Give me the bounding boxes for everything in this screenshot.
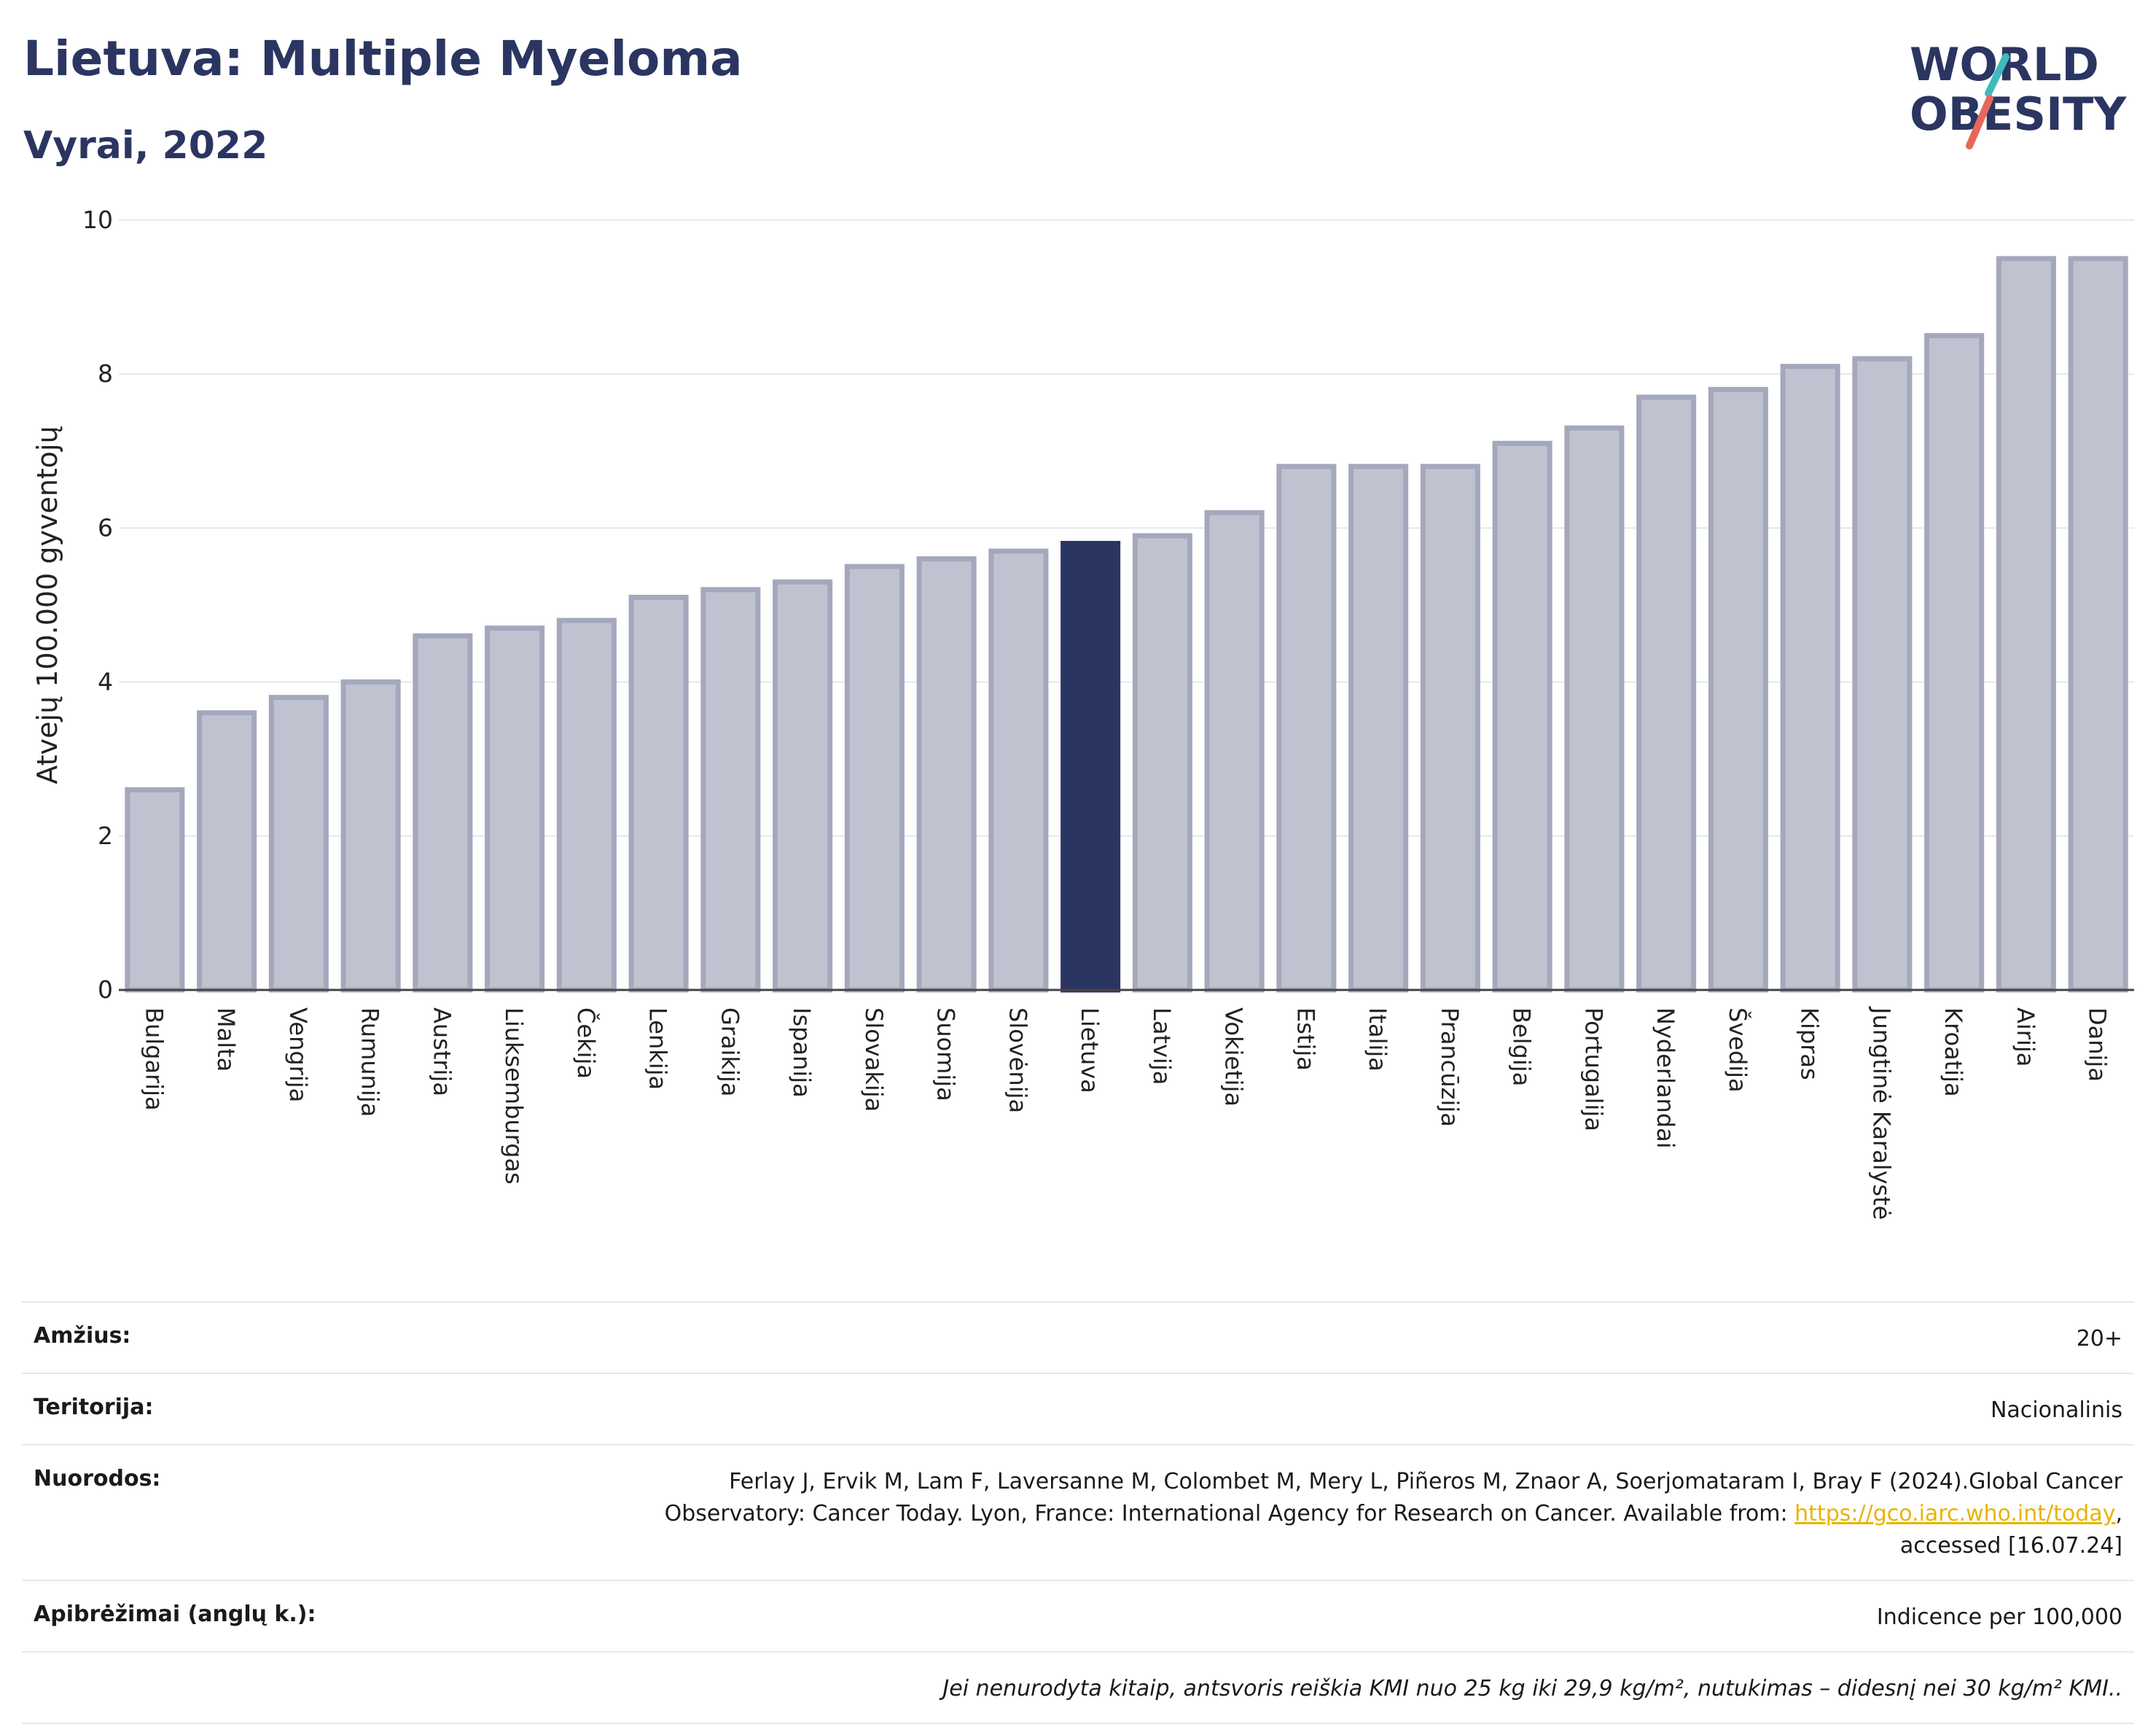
note-text: Jei nenurodyta kitaip, antsvoris reiškia… xyxy=(942,1676,2122,1701)
bar-vengrija xyxy=(268,695,329,993)
bar-liuksemburgas xyxy=(485,625,545,993)
bar-austrija xyxy=(413,633,473,993)
references-line-2-end: , xyxy=(2115,1501,2122,1526)
x-tick-label: Rumunija xyxy=(356,1007,384,1117)
x-tick-label: Slovakija xyxy=(860,1007,888,1112)
x-tick-label: Nyderlandai xyxy=(1652,1007,1679,1149)
info-table: Amžius: 20+ Teritorija: Nacionalinis Nuo… xyxy=(22,1301,2134,1724)
bar-chart: 0 2 4 6 8 10 Bulgarija Malta Vengrija Rumunija Au… xyxy=(31,206,2134,1220)
bar-danija xyxy=(2068,256,2128,993)
x-tick-label: Švedija xyxy=(1724,1007,1752,1093)
references-line-3: accessed [16.07.24] xyxy=(1899,1533,2122,1559)
info-row-definitions: Apibrėžimai (anglų k.): Indicence per 10… xyxy=(22,1580,2134,1651)
logo-slash-coral xyxy=(1966,95,1993,149)
bar-jungtinė-karalystė xyxy=(1852,356,1913,993)
world-obesity-logo: WORLD OBESITY xyxy=(1910,38,2127,149)
x-tick-label: Italija xyxy=(1364,1007,1391,1072)
bar-prancūzija xyxy=(1420,464,1480,993)
bar-ispanija xyxy=(773,579,833,993)
bar-švedija xyxy=(1708,386,1768,993)
x-tick-label: Vengrija xyxy=(284,1007,312,1102)
bar-portugalija xyxy=(1564,425,1625,993)
references-value: Ferlay J, Ervik M, Lam F, Laversanne M, … xyxy=(665,1466,2122,1562)
y-tick-label: 6 xyxy=(98,513,113,542)
y-tick-label: 10 xyxy=(82,206,113,234)
definitions-label: Apibrėžimai (anglų k.): xyxy=(34,1602,316,1627)
bar-graikija xyxy=(700,587,761,993)
x-tick-label: Kipras xyxy=(1796,1007,1824,1080)
info-row-age: Amžius: 20+ xyxy=(22,1301,2134,1373)
references-link[interactable]: https://gco.iarc.who.int/today xyxy=(1794,1501,2116,1526)
info-row-references: Nuorodos: Ferlay J, Ervik M, Lam F, Lave… xyxy=(22,1444,2134,1580)
bars xyxy=(125,256,2128,993)
x-tick-label: Latvija xyxy=(1148,1007,1176,1085)
x-tick-label: Vokietija xyxy=(1220,1007,1248,1107)
age-value: 20+ xyxy=(2076,1326,2122,1351)
bar-kipras xyxy=(1780,364,1840,993)
page-subtitle: Vyrai, 2022 xyxy=(23,124,268,168)
x-tick-label: Austrija xyxy=(428,1007,456,1096)
x-tick-label: Portugalija xyxy=(1579,1007,1607,1131)
bar-italija xyxy=(1348,464,1409,993)
references-line-1: Ferlay J, Ervik M, Lam F, Laversanne M, … xyxy=(729,1469,2122,1494)
x-tick-label: Bulgarija xyxy=(140,1007,168,1111)
bar-lietuva xyxy=(1061,541,1121,993)
bar-čekija xyxy=(556,617,617,993)
bar-airija xyxy=(1996,256,2056,993)
bar-malta xyxy=(197,710,257,993)
bar-rumunija xyxy=(340,679,401,993)
territory-label: Teritorija: xyxy=(34,1395,154,1420)
x-tick-label: Lenkija xyxy=(644,1007,672,1090)
bar-belgija xyxy=(1492,440,1552,993)
x-tick-label: Jungtinė Karalystė xyxy=(1867,1006,1895,1220)
age-label: Amžius: xyxy=(34,1323,131,1349)
territory-value: Nacionalinis xyxy=(1990,1397,2122,1423)
page-title: Lietuva: Multiple Myeloma xyxy=(23,31,743,87)
y-tick-label: 4 xyxy=(98,668,113,696)
y-tick-label: 0 xyxy=(98,975,113,1004)
x-tick-label: Suomija xyxy=(932,1007,960,1101)
y-axis-label: Atvejų 100.000 gyventojų xyxy=(31,426,63,784)
logo-slash-teal xyxy=(1985,53,2009,97)
x-tick-label: Ispanija xyxy=(788,1007,816,1098)
x-tick-label: Belgija xyxy=(1508,1007,1536,1086)
bar-bulgarija xyxy=(125,787,185,993)
y-axis-ticks: 0 2 4 6 8 10 xyxy=(82,206,113,1004)
x-axis-labels: Bulgarija Malta Vengrija Rumunija Austrija Li… xyxy=(140,1006,2111,1220)
x-tick-label: Estija xyxy=(1292,1007,1319,1071)
references-line-2: Observatory: Cancer Today. Lyon, France:… xyxy=(664,1501,1795,1526)
x-tick-label: Malta xyxy=(212,1007,240,1072)
bar-suomija xyxy=(916,556,977,993)
bar-estija xyxy=(1276,464,1337,993)
bar-lenkija xyxy=(628,594,689,993)
y-tick-label: 2 xyxy=(98,822,113,850)
x-tick-label: Lietuva xyxy=(1076,1007,1104,1093)
x-tick-label: Liuksemburgas xyxy=(500,1007,528,1185)
x-tick-label: Airija xyxy=(2012,1007,2039,1066)
x-tick-label: Slovėnija xyxy=(1004,1007,1031,1113)
bar-kroatija xyxy=(1924,332,1985,993)
y-tick-label: 8 xyxy=(98,359,113,388)
bar-slovėnija xyxy=(988,548,1049,993)
x-tick-label: Prancūzija xyxy=(1436,1007,1464,1127)
bar-slovakija xyxy=(844,563,905,993)
references-label: Nuorodos: xyxy=(34,1466,161,1491)
x-tick-label: Graikija xyxy=(716,1007,743,1096)
bar-vokietija xyxy=(1204,510,1265,993)
x-tick-label: Čekija xyxy=(572,1007,601,1079)
bar-latvija xyxy=(1132,533,1192,993)
info-row-note: Jei nenurodyta kitaip, antsvoris reiškia… xyxy=(22,1651,2134,1724)
definitions-value: Indicence per 100,000 xyxy=(1876,1604,2122,1630)
x-tick-label: Kroatija xyxy=(1940,1007,1967,1097)
info-row-territory: Teritorija: Nacionalinis xyxy=(22,1373,2134,1444)
bar-nyderlandai xyxy=(1636,394,1697,993)
logo-text-obesity: OBESITY xyxy=(1910,87,2127,141)
x-tick-label: Danija xyxy=(2084,1007,2112,1082)
